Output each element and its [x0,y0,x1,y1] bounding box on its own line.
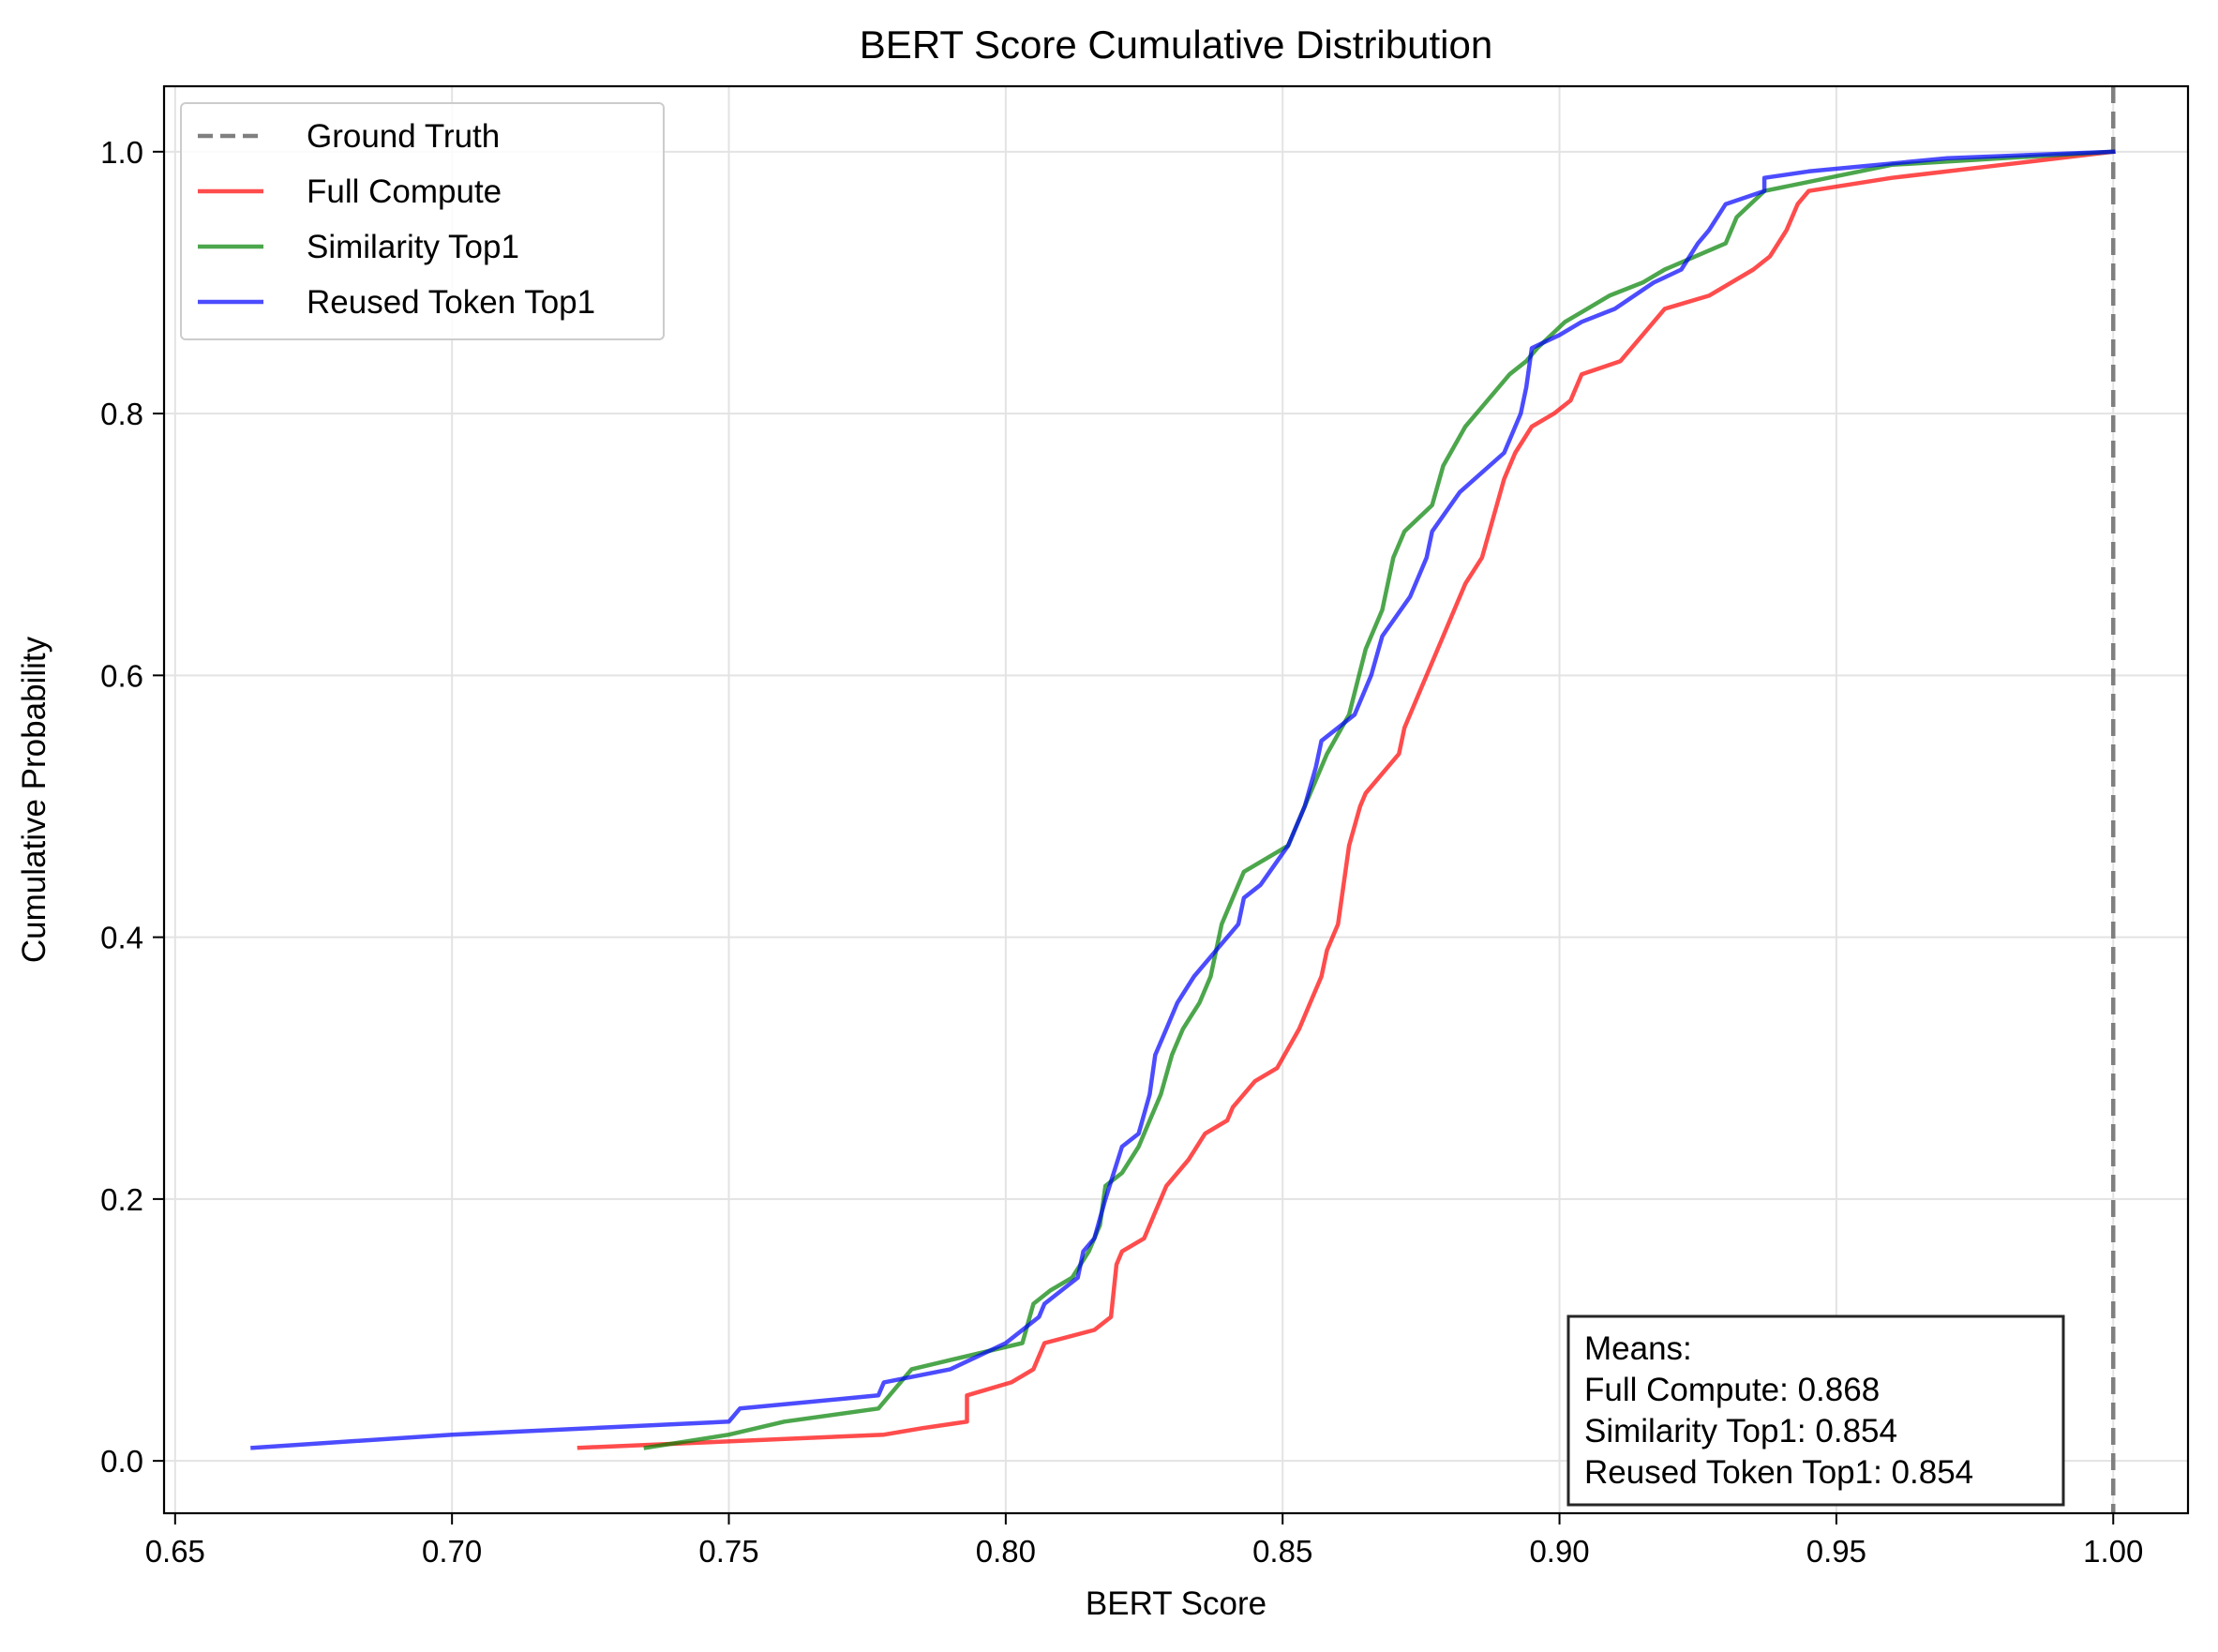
legend-label: Similarity Top1 [307,229,519,265]
x-tick-label: 0.85 [1252,1534,1312,1569]
series-layer [250,149,2116,1450]
means-annotation: Means: Full Compute: 0.868 Similarity Top1… [1566,1314,2065,1507]
legend-label: Full Compute [307,173,502,210]
chart-title: BERT Score Cumulative Distribution [860,23,1492,67]
y-tick-label: 0.8 [100,397,143,431]
means-line: Full Compute: 0.868 [1584,1372,1880,1408]
x-tick-label: 0.75 [698,1534,758,1569]
means-line: Reused Token Top1: 0.854 [1584,1454,1973,1491]
x-tick-label: 0.90 [1529,1534,1589,1569]
x-tick-label: 0.70 [422,1534,482,1569]
y-tick-label: 0.6 [100,658,143,693]
legend-label: Ground Truth [307,118,500,155]
legend-box [180,102,665,340]
y-tick-label: 0.0 [100,1444,143,1479]
x-tick-label: 0.95 [1806,1534,1866,1569]
legend-label: Reused Token Top1 [307,284,595,321]
y-axis-title: Cumulative Probability [16,636,52,963]
means-line: Similarity Top1: 0.854 [1584,1413,1897,1449]
y-tick-label: 1.0 [100,135,143,170]
legend: Ground Truth Full Compute Similarity Top1 R… [180,102,665,340]
means-line: Means: [1584,1330,1692,1367]
x-tick-label: 0.65 [145,1534,205,1569]
means-box-frame [1566,1314,2065,1507]
axis-ticks: 0.65 0.70 0.75 0.80 0.85 0.90 0.95 1.00 0.0 0.2 0.… [100,135,2143,1569]
x-axis-title: BERT Score [1086,1585,1266,1622]
series-line-reused-token-top1 [250,149,2116,1450]
y-tick-label: 0.2 [100,1182,143,1217]
x-tick-label: 1.00 [2083,1534,2143,1569]
plot-area-frame [162,84,2190,1515]
y-tick-label: 0.4 [100,921,143,955]
series-line-full-compute [577,149,2116,1450]
x-tick-label: 0.80 [976,1534,1036,1569]
